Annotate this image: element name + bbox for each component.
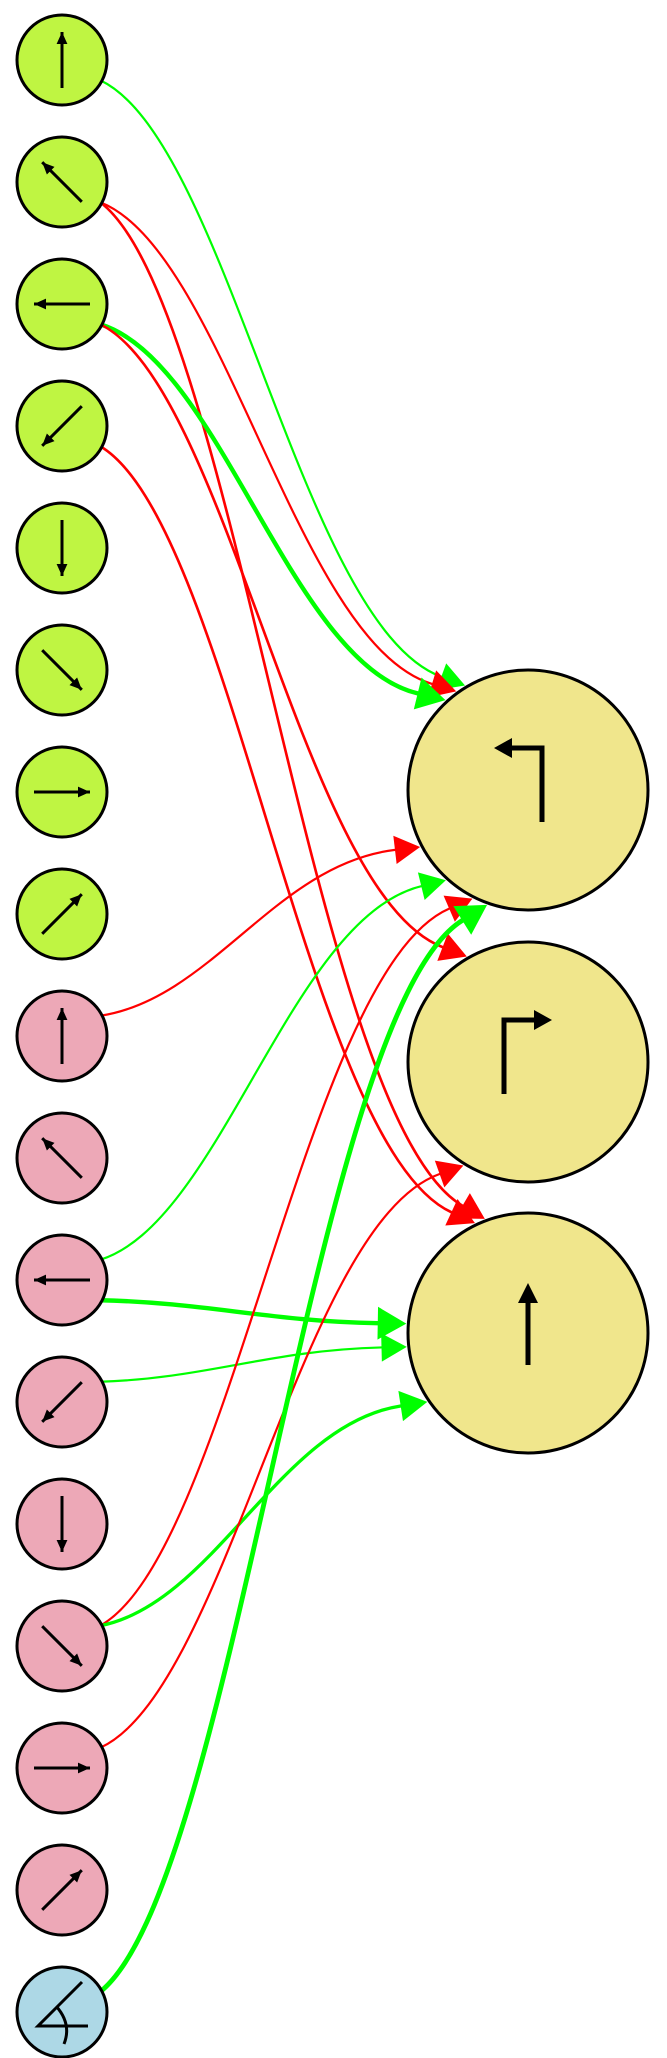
output-node-turn-left	[406, 668, 650, 912]
connection-a2-turn-left-excitatory	[98, 322, 446, 710]
input-node-a4	[15, 501, 109, 595]
input-node-b6	[15, 1721, 109, 1815]
arrow-up-right-icon	[41, 1869, 83, 1911]
arrow-up-right-icon	[41, 893, 83, 935]
connection-b5-go-straight-excitatory	[98, 1390, 428, 1628]
connection-line	[99, 848, 397, 1017]
arrow-down-right-icon	[41, 649, 83, 691]
arrow-right-icon	[34, 1762, 90, 1774]
arrow-down-left-icon	[41, 1381, 83, 1423]
connection-line	[98, 322, 420, 696]
input-node-a0	[15, 13, 109, 107]
output-node-go-straight	[406, 1211, 650, 1455]
turn-left-arrow-icon	[494, 738, 545, 822]
input-node-a1	[15, 135, 109, 229]
connection-arrowhead	[453, 904, 488, 935]
connection-arrowhead	[445, 1198, 475, 1226]
arrow-down-left-icon	[41, 405, 83, 447]
input-node-a3	[15, 379, 109, 473]
input-node-b7	[15, 1843, 109, 1937]
connection-a2-turn-right-inhibitory	[98, 322, 467, 961]
arrow-right-icon	[34, 786, 90, 798]
input-node-b0	[15, 989, 109, 1083]
arrow-left-icon	[34, 1274, 90, 1286]
connection-line	[99, 885, 423, 1261]
angle-icon	[34, 1980, 88, 2045]
arrow-left-icon	[34, 298, 90, 310]
arrow-up-icon	[56, 32, 68, 88]
input-node-b2	[15, 1233, 109, 1327]
connection-a1-turn-left-inhibitory	[99, 201, 457, 698]
connection-b0-turn-left-inhibitory	[99, 835, 421, 1017]
connection-arrowhead	[417, 872, 446, 900]
connection-line	[99, 907, 451, 1627]
input-node-c0	[15, 1965, 109, 2058]
connection-a0-turn-left-excitatory	[99, 79, 466, 691]
connection-arrowhead	[377, 1306, 407, 1340]
connection-line	[97, 918, 465, 1995]
connection-arrowhead	[398, 1390, 428, 1422]
turn-right-arrow-icon	[501, 1010, 552, 1094]
arrow-down-right-icon	[41, 1625, 83, 1667]
input-node-b1	[15, 1111, 109, 1205]
connection-line	[99, 1172, 441, 1749]
arrow-up-icon	[56, 1008, 68, 1064]
connection-arrowhead	[393, 835, 421, 864]
output-node-turn-right	[406, 940, 650, 1184]
connection-b6-turn-right-inhibitory	[99, 1160, 464, 1749]
connection-b2-turn-left-excitatory	[99, 872, 446, 1261]
input-node-a5	[15, 623, 109, 717]
connection-arrowhead	[381, 1333, 407, 1362]
connection-b3-go-straight-excitatory	[99, 1333, 407, 1383]
connection-line	[99, 79, 443, 678]
input-node-a7	[15, 867, 109, 961]
input-node-a2	[15, 257, 109, 351]
node-layer	[15, 13, 650, 2058]
connection-b5-turn-left-inhibitory	[99, 895, 473, 1627]
connection-line	[98, 200, 464, 1208]
input-node-b3	[15, 1355, 109, 1449]
connection-arrowhead	[434, 1160, 464, 1188]
arrow-down-icon	[56, 1496, 68, 1552]
connection-arrowhead	[437, 933, 467, 961]
input-node-a6	[15, 745, 109, 839]
arrow-up-left-icon	[41, 1137, 83, 1179]
connection-arrowhead	[413, 677, 446, 710]
input-node-b5	[15, 1599, 109, 1693]
connection-b2-go-straight-excitatory	[98, 1298, 407, 1340]
connection-line	[98, 444, 453, 1214]
connection-line	[99, 1346, 383, 1383]
input-node-b4	[15, 1477, 109, 1571]
connection-layer	[97, 79, 488, 1995]
connection-line	[98, 1404, 403, 1628]
connection-a3-go-straight-inhibitory	[98, 444, 475, 1226]
connection-line	[99, 201, 434, 686]
connection-line	[98, 322, 444, 949]
connection-line	[98, 1298, 380, 1326]
straight-arrow-icon	[518, 1283, 538, 1365]
arrow-down-icon	[56, 520, 68, 576]
arrow-up-left-icon	[41, 161, 83, 203]
connection-c0-turn-left-excitatory	[97, 904, 488, 1995]
